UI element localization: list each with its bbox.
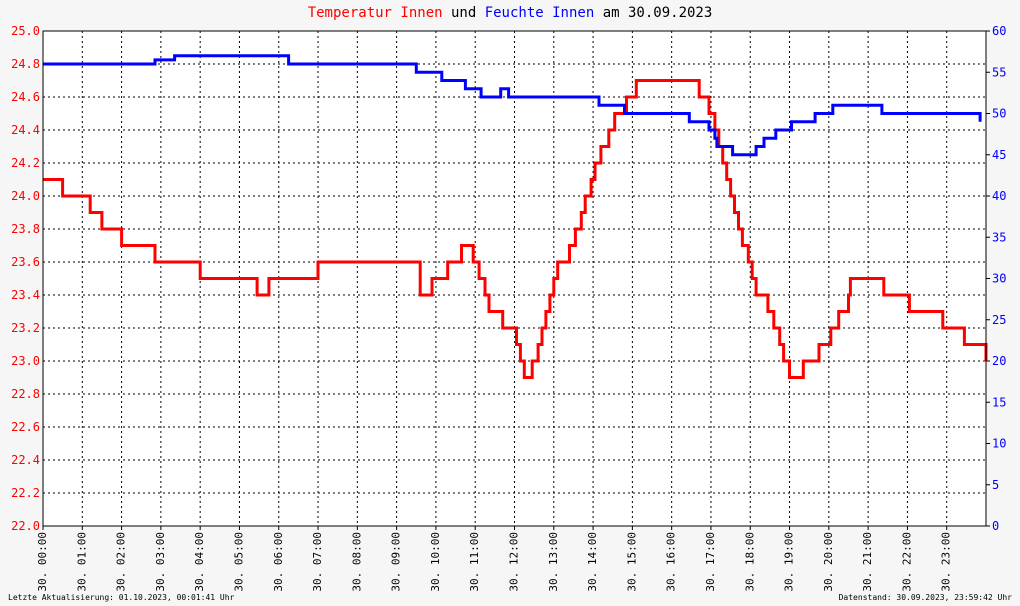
x-tick-label: 30. 18:00 xyxy=(743,532,756,592)
x-tick-label: 30. 09:00 xyxy=(390,532,403,592)
x-tick-label: 30. 19:00 xyxy=(783,532,796,592)
y-left-tick-label: 23.6 xyxy=(11,255,40,269)
y-right-tick-label: 40 xyxy=(992,189,1006,203)
y-left-tick-label: 22.2 xyxy=(11,486,40,500)
title-humidity: Feuchte Innen xyxy=(484,5,595,21)
series-line-temperature xyxy=(43,79,988,379)
y-left-tick-label: 24.2 xyxy=(11,156,40,170)
y-left-tick-label: 24.4 xyxy=(11,123,40,137)
x-tick-label: 30. 10:00 xyxy=(429,532,442,592)
footer-data-status: Datenstand: 30.09.2023, 23:59:42 Uhr xyxy=(838,593,1012,602)
y-right-tick-label: 10 xyxy=(992,437,1006,451)
y-right-tick-label: 50 xyxy=(992,107,1006,121)
series-line-humidity xyxy=(43,54,982,157)
chart-title: Temperatur Innen und Feuchte Innen am 30… xyxy=(0,5,1020,21)
title-connector: und xyxy=(442,5,485,21)
y-left-tick-label: 22.6 xyxy=(11,420,40,434)
x-tick-label: 30. 20:00 xyxy=(822,532,835,592)
x-tick-label: 30. 08:00 xyxy=(350,532,363,592)
y-left-tick-label: 25.0 xyxy=(11,24,40,38)
y-left-tick-label: 22.0 xyxy=(11,519,40,533)
x-tick-label: 30. 11:00 xyxy=(468,532,481,592)
x-tick-label: 30. 13:00 xyxy=(547,532,560,592)
y-left-tick-label: 22.8 xyxy=(11,387,40,401)
y-left-tick-label: 24.0 xyxy=(11,189,40,203)
plot-frame xyxy=(42,30,987,527)
y-right-tick-label: 35 xyxy=(992,230,1006,244)
x-tick-label: 30. 16:00 xyxy=(665,532,678,592)
x-tick-label: 30. 23:00 xyxy=(940,532,953,592)
x-tick-label: 30. 00:00 xyxy=(36,532,49,592)
x-tick-label: 30. 15:00 xyxy=(625,532,638,592)
footer-last-update: Letzte Aktualisierung: 01.10.2023, 00:01… xyxy=(8,593,235,602)
y-left-tick-label: 23.0 xyxy=(11,354,40,368)
y-right-tick-label: 30 xyxy=(992,272,1006,286)
y-right-tick-label: 20 xyxy=(992,354,1006,368)
x-tick-label: 30. 17:00 xyxy=(704,532,717,592)
x-tick-label: 30. 22:00 xyxy=(900,532,913,592)
y-right-tick-label: 5 xyxy=(992,478,999,492)
y-left-tick-label: 23.8 xyxy=(11,222,40,236)
x-tick-label: 30. 02:00 xyxy=(115,532,128,592)
y-right-tick-label: 60 xyxy=(992,24,1006,38)
x-tick-label: 30. 05:00 xyxy=(232,532,245,592)
x-tick-label: 30. 21:00 xyxy=(861,532,874,592)
x-tick-label: 30. 01:00 xyxy=(75,532,88,592)
x-tick-label: 30. 04:00 xyxy=(193,532,206,592)
x-tick-label: 30. 07:00 xyxy=(311,532,324,592)
x-tick-label: 30. 12:00 xyxy=(508,532,521,592)
y-left-tick-label: 23.2 xyxy=(11,321,40,335)
y-left-tick-label: 24.6 xyxy=(11,90,40,104)
y-right-tick-label: 25 xyxy=(992,313,1006,327)
title-date: am 30.09.2023 xyxy=(594,5,713,21)
y-right-tick-label: 55 xyxy=(992,65,1006,79)
y-right-tick-label: 45 xyxy=(992,148,1006,162)
y-left-tick-label: 24.8 xyxy=(11,57,40,71)
x-tick-label: 30. 06:00 xyxy=(272,532,285,592)
x-tick-label: 30. 14:00 xyxy=(586,532,599,592)
title-temperature: Temperatur Innen xyxy=(307,5,443,21)
y-right-tick-label: 0 xyxy=(992,519,999,533)
y-left-tick-label: 23.4 xyxy=(11,288,40,302)
y-right-tick-label: 15 xyxy=(992,395,1006,409)
y-left-tick-label: 22.4 xyxy=(11,453,40,467)
x-tick-label: 30. 03:00 xyxy=(154,532,167,592)
